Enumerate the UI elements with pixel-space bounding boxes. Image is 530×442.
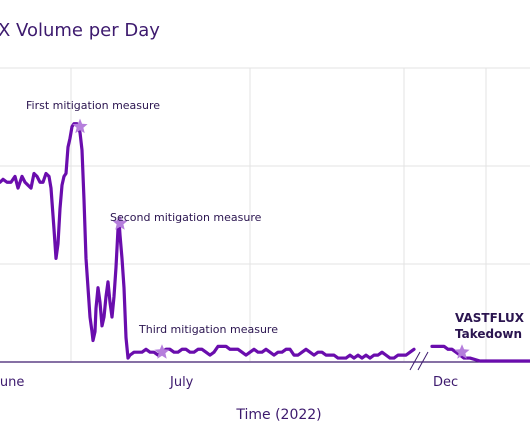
annotation-star-marker-1 — [72, 118, 88, 134]
annotation-star-marker-2 — [112, 215, 128, 230]
x-tick-label-dec: Dec — [433, 375, 458, 390]
annotation-label-first: First mitigation measure — [26, 99, 160, 112]
annotation-label-takedown-line2: Takedown — [455, 327, 522, 341]
annotation-star-marker-3 — [154, 344, 170, 359]
series-line-segment-2 — [430, 344, 530, 363]
x-tick-label-july: July — [169, 375, 194, 390]
x-axis-title: Time (2022) — [235, 407, 321, 423]
x-tick-label-june: June — [0, 375, 24, 390]
annotation-markers — [72, 118, 470, 359]
gridlines — [0, 67, 530, 361]
chart-title: X Volume per Day — [0, 20, 160, 41]
axis-break-marker — [409, 351, 429, 371]
annotation-star-marker-4 — [454, 344, 470, 359]
annotation-label-takedown-line1: VASTFLUX — [455, 311, 525, 325]
annotation-label-third: Third mitigation measure — [138, 323, 278, 336]
annotation-label-second: Second mitigation measure — [110, 211, 262, 224]
